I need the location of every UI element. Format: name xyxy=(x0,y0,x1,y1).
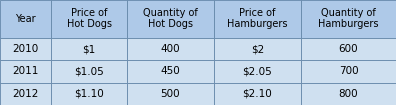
Bar xyxy=(301,83,396,105)
Text: Price of
Hamburgers: Price of Hamburgers xyxy=(227,8,287,30)
Bar xyxy=(127,38,214,60)
Bar xyxy=(301,0,396,38)
Bar xyxy=(214,60,301,83)
Text: 700: 700 xyxy=(339,66,358,76)
Text: 2011: 2011 xyxy=(13,66,39,76)
Text: 600: 600 xyxy=(339,44,358,54)
Text: 400: 400 xyxy=(160,44,180,54)
Bar xyxy=(0,60,51,83)
Text: $2.10: $2.10 xyxy=(242,89,272,99)
Text: $1: $1 xyxy=(82,44,96,54)
Bar xyxy=(51,83,127,105)
Text: 800: 800 xyxy=(339,89,358,99)
Text: $2.05: $2.05 xyxy=(242,66,272,76)
Bar xyxy=(214,0,301,38)
Bar xyxy=(51,60,127,83)
Text: Price of
Hot Dogs: Price of Hot Dogs xyxy=(67,8,112,30)
Text: 450: 450 xyxy=(160,66,180,76)
Bar xyxy=(0,38,51,60)
Bar xyxy=(214,38,301,60)
Text: 2010: 2010 xyxy=(13,44,39,54)
Text: 2012: 2012 xyxy=(13,89,39,99)
Text: $1.05: $1.05 xyxy=(74,66,104,76)
Bar xyxy=(51,38,127,60)
Text: $2: $2 xyxy=(251,44,264,54)
Bar xyxy=(127,83,214,105)
Bar xyxy=(214,83,301,105)
Text: Year: Year xyxy=(15,14,36,24)
Bar xyxy=(51,0,127,38)
Bar xyxy=(127,0,214,38)
Bar xyxy=(301,60,396,83)
Bar xyxy=(127,60,214,83)
Text: Quantity of
Hamburgers: Quantity of Hamburgers xyxy=(318,8,379,30)
Text: 500: 500 xyxy=(160,89,180,99)
Bar xyxy=(301,38,396,60)
Bar xyxy=(0,83,51,105)
Bar xyxy=(0,0,51,38)
Text: Quantity of
Hot Dogs: Quantity of Hot Dogs xyxy=(143,8,198,30)
Text: $1.10: $1.10 xyxy=(74,89,104,99)
